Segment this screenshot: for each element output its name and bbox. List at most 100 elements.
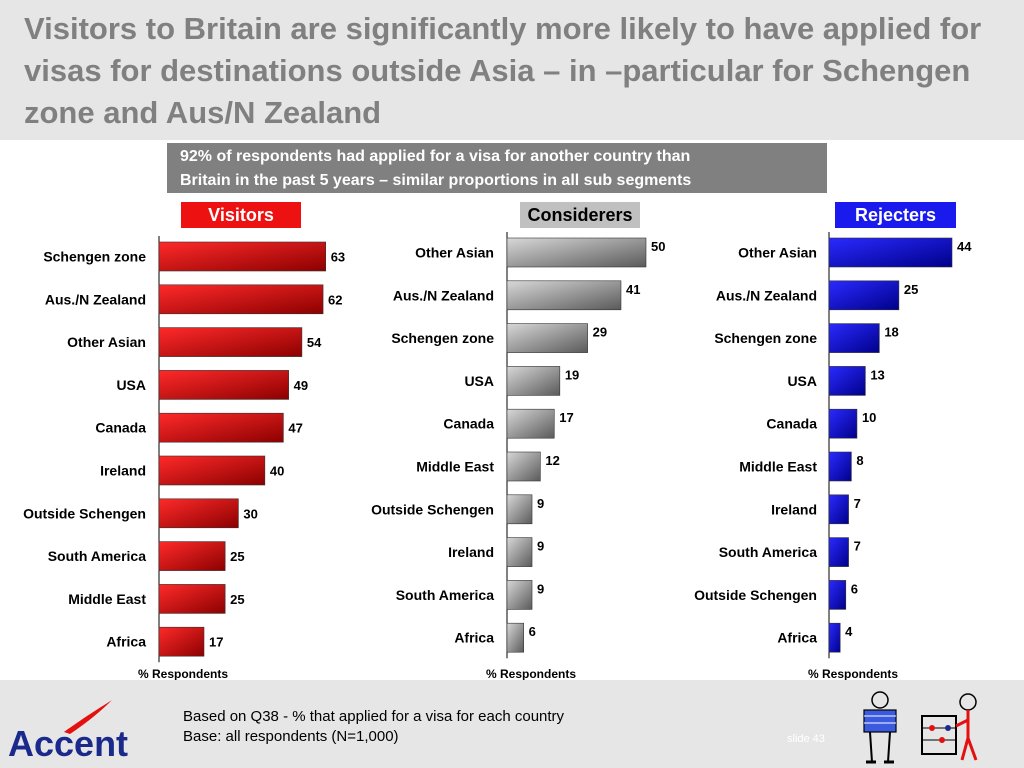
subtitle-line-2: Britain in the past 5 years – similar pr… <box>180 172 692 189</box>
considerers-chart: Other Asian 50 Aus./N Zealand 41 Schengen zo… <box>371 232 665 680</box>
considerers-value-label: 17 <box>559 410 573 425</box>
rejecters-category-label: Canada <box>766 416 817 432</box>
visitors-category-label: Outside Schengen <box>23 505 146 521</box>
visitors-axis-title: % Respondents <box>138 667 228 680</box>
rejecters-bar <box>828 408 858 439</box>
considerers-category-label: Aus./N Zealand <box>393 287 494 303</box>
rejecters-panel-label: Rejecters <box>835 202 956 228</box>
visitors-bar <box>158 241 327 272</box>
considerers-value-label: 19 <box>565 367 579 382</box>
rejecters-value-label: 44 <box>957 239 972 254</box>
visitors-value-label: 54 <box>307 335 322 350</box>
visitors-chart: Schengen zone 63 Aus./N Zealand 62 Other Asi… <box>23 236 345 680</box>
rejecters-value-label: 6 <box>851 581 858 596</box>
visitors-value-label: 62 <box>328 292 342 307</box>
rejecters-value-label: 25 <box>904 282 918 297</box>
rejecters-category-label: Other Asian <box>738 245 817 261</box>
visitors-value-label: 63 <box>331 250 345 265</box>
considerers-bar <box>506 323 588 353</box>
visitors-bar <box>158 626 205 657</box>
considerers-value-label: 29 <box>593 325 607 340</box>
considerers-category-label: USA <box>464 373 494 389</box>
accent-logo: Accent <box>8 700 128 762</box>
title-band <box>0 0 1024 140</box>
rejecters-value-label: 8 <box>856 453 863 468</box>
rejecters-category-label: Ireland <box>771 501 817 517</box>
subtitle-line-1: 92% of respondents had applied for a vis… <box>180 148 691 165</box>
visitors-bar <box>158 370 289 400</box>
considerers-bar <box>506 537 533 567</box>
rejecters-value-label: 18 <box>884 325 898 340</box>
considerers-value-label: 41 <box>626 282 640 297</box>
footer-note-line-1: Based on Q38 - % that applied for a visa… <box>183 708 565 725</box>
visitors-category-label: Canada <box>95 420 146 436</box>
considerers-value-label: 9 <box>537 581 544 596</box>
visitors-bar <box>158 284 324 315</box>
considerers-axis-title: % Respondents <box>486 667 576 680</box>
accent-logo-text: Accent <box>8 723 128 762</box>
considerers-category-label: Canada <box>443 416 494 432</box>
considerers-value-label: 50 <box>651 239 665 254</box>
considerers-category-label: Ireland <box>448 544 494 560</box>
rejecters-value-label: 7 <box>854 496 861 511</box>
considerers-value-label: 9 <box>537 496 544 511</box>
considerers-bar <box>506 580 533 610</box>
visitors-value-label: 25 <box>230 592 244 607</box>
rejecters-bar <box>828 451 852 482</box>
considerers-bar <box>506 237 647 268</box>
visitors-bar <box>158 498 239 529</box>
rejecters-value-label: 4 <box>845 624 853 639</box>
visitors-value-label: 47 <box>288 421 302 436</box>
slide-number: slide 43 <box>787 733 825 745</box>
footer-note: Based on Q38 - % that applied for a visa… <box>183 707 564 747</box>
rejecters-value-label: 7 <box>854 539 861 554</box>
bar-charts: Schengen zone 63 Aus./N Zealand 62 Other Asi… <box>23 232 972 680</box>
considerers-bar <box>506 408 555 439</box>
visitors-bar <box>158 327 303 357</box>
visitors-category-label: Middle East <box>68 591 146 607</box>
rejecters-value-label: 13 <box>870 367 884 382</box>
considerers-category-label: Schengen zone <box>391 330 494 346</box>
visitors-value-label: 49 <box>294 378 308 393</box>
rejecters-category-label: Schengen zone <box>714 330 817 346</box>
considerers-bar <box>506 451 541 482</box>
considerers-value-label: 12 <box>545 453 559 468</box>
rejecters-bar <box>828 366 866 396</box>
considerers-category-label: South America <box>396 587 494 603</box>
visitors-bar <box>158 584 226 614</box>
person-with-abacus-clipart <box>921 693 978 761</box>
rejecters-category-label: South America <box>719 544 817 560</box>
visitors-value-label: 40 <box>270 464 284 479</box>
visitors-category-label: Ireland <box>100 463 146 479</box>
visitors-bar <box>158 455 266 486</box>
visitors-value-label: 25 <box>230 549 244 564</box>
considerers-category-label: Outside Schengen <box>371 501 494 517</box>
rejecters-bar <box>828 580 847 610</box>
rejecters-category-label: Africa <box>777 630 817 646</box>
rejecters-bar <box>828 494 849 525</box>
considerers-category-label: Africa <box>454 630 494 646</box>
visitors-panel-label: Visitors <box>181 202 301 228</box>
rejecters-category-label: Aus./N Zealand <box>716 287 817 303</box>
considerers-bar <box>506 280 622 311</box>
rejecters-value-label: 10 <box>862 410 876 425</box>
considerers-bar <box>506 622 524 653</box>
rejecters-bar <box>828 280 900 311</box>
considerers-category-label: Other Asian <box>415 245 494 261</box>
visitors-bar <box>158 541 226 571</box>
rejecters-category-label: Middle East <box>739 459 817 475</box>
visitors-category-label: Other Asian <box>67 334 146 350</box>
considerers-category-label: Middle East <box>416 459 494 475</box>
considerers-bar <box>506 494 533 525</box>
considerers-value-label: 9 <box>537 539 544 554</box>
rejecters-chart: Other Asian 44 Aus./N Zealand 25 Schengen zo… <box>694 232 972 680</box>
rejecters-bar <box>828 622 841 653</box>
considerers-panel-label: Considerers <box>520 202 640 228</box>
visitors-value-label: 30 <box>243 506 257 521</box>
considerers-value-label: 6 <box>529 624 536 639</box>
rejecters-bar <box>828 537 849 567</box>
visitors-category-label: Aus./N Zealand <box>45 291 146 307</box>
considerers-bar <box>506 366 561 396</box>
visitors-category-label: USA <box>116 377 146 393</box>
footer-band <box>0 680 1024 768</box>
